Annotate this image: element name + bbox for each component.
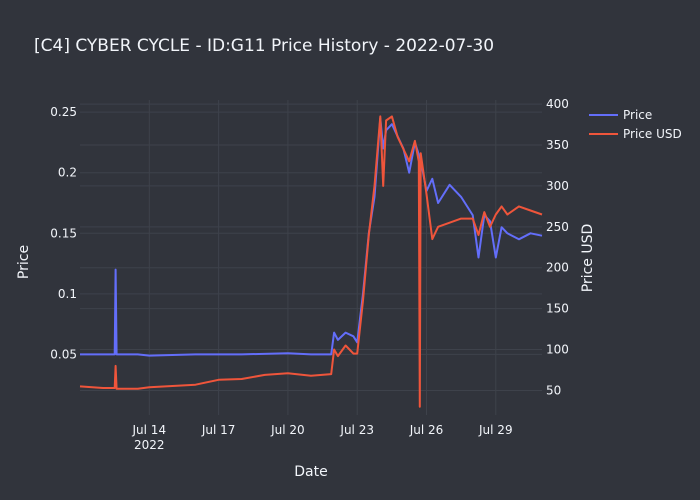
x-tick-sublabel: 2022 bbox=[134, 438, 165, 452]
y2-tick-label: 350 bbox=[546, 138, 569, 152]
x-axis-label: Date bbox=[294, 464, 327, 480]
y2-tick-label: 50 bbox=[546, 383, 561, 397]
legend[interactable]: Price Price USD bbox=[589, 108, 682, 141]
y2-tick-label: 400 bbox=[546, 97, 569, 111]
x-tick-label: Jul 17 bbox=[201, 423, 236, 437]
y2-axis-label: Price USD bbox=[580, 224, 596, 293]
y2-tick-label: 100 bbox=[546, 343, 569, 357]
series-lines bbox=[79, 115, 543, 408]
chart-title: [C4] CYBER CYCLE - ID:G11 Price History … bbox=[34, 36, 494, 56]
y-tick-label: 0.2 bbox=[58, 166, 77, 180]
y-tick-label: 0.1 bbox=[58, 287, 77, 301]
y-tick-label: 0.05 bbox=[50, 347, 77, 361]
y2-tick-label: 150 bbox=[546, 302, 569, 316]
y-axis-label: Price bbox=[16, 245, 32, 279]
grid bbox=[80, 100, 542, 415]
y-tick-label: 0.25 bbox=[50, 105, 77, 119]
legend-label[interactable]: Price USD bbox=[623, 127, 682, 141]
y-axis-ticks: 0.05 0.1 0.15 0.2 0.25 bbox=[50, 105, 77, 361]
y2-axis-ticks: 50 100 150 200 250 300 350 400 bbox=[546, 97, 569, 397]
y-tick-label: 0.15 bbox=[50, 226, 77, 240]
x-tick-label: Jul 14 bbox=[132, 423, 167, 437]
legend-label[interactable]: Price bbox=[623, 108, 652, 122]
x-tick-label: Jul 26 bbox=[409, 423, 444, 437]
series-line-price-usd bbox=[79, 115, 543, 408]
x-tick-label: Jul 20 bbox=[270, 423, 305, 437]
y2-tick-label: 250 bbox=[546, 220, 569, 234]
y2-tick-label: 300 bbox=[546, 179, 569, 193]
y2-tick-label: 200 bbox=[546, 261, 569, 275]
x-tick-label: Jul 23 bbox=[339, 423, 374, 437]
x-tick-label: Jul 29 bbox=[478, 423, 513, 437]
